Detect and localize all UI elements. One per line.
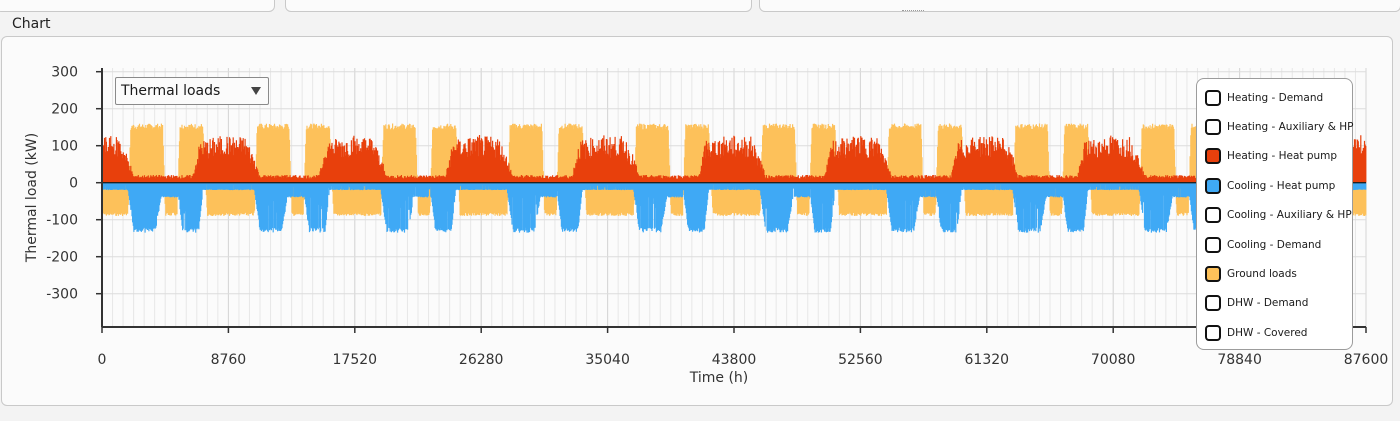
legend-label: Cooling - Demand	[1227, 238, 1322, 251]
x-tick-label: 61320	[965, 352, 1010, 368]
y-tick-label: 100	[51, 139, 78, 155]
x-tick-label: 8760	[211, 352, 247, 368]
splitter-grip[interactable]	[902, 10, 924, 15]
y-tick-label: -300	[46, 287, 78, 303]
legend-item-cooling-heat-pump[interactable]: Cooling - Heat pump	[1197, 171, 1352, 200]
y-tick-label: 200	[51, 102, 78, 118]
chevron-down-icon	[251, 87, 261, 95]
checkbox-icon[interactable]	[1205, 324, 1221, 341]
x-tick-label: 43800	[712, 352, 757, 368]
chart-type-dropdown[interactable]: Thermal loads	[115, 77, 269, 105]
checkbox-icon[interactable]	[1205, 148, 1221, 165]
y-tick-label: -100	[46, 213, 78, 229]
y-tick-label: -200	[46, 250, 78, 266]
x-tick-label: 35040	[585, 352, 630, 368]
legend-item-heating-demand[interactable]: Heating - Demand	[1197, 83, 1352, 112]
legend-label: Ground loads	[1227, 268, 1297, 281]
legend-label: DHW - Covered	[1227, 326, 1308, 339]
chart-type-dropdown-value: Thermal loads	[121, 83, 221, 99]
checkbox-icon[interactable]	[1205, 89, 1221, 106]
section-title: Chart	[12, 16, 51, 32]
legend-item-dhw-demand[interactable]: DHW - Demand	[1197, 289, 1352, 318]
legend-label: Cooling - Heat pump	[1227, 179, 1336, 192]
top-middle-panel	[285, 0, 752, 12]
y-tick-label: 0	[69, 176, 78, 192]
checkbox-icon[interactable]	[1205, 177, 1221, 194]
checkbox-icon[interactable]	[1205, 207, 1221, 224]
checkbox-icon[interactable]	[1205, 266, 1221, 283]
top-right-panel	[759, 0, 1400, 12]
legend-item-cooling-demand[interactable]: Cooling - Demand	[1197, 230, 1352, 259]
x-tick-label: 52560	[838, 352, 883, 368]
x-tick-label: 70080	[1091, 352, 1136, 368]
x-tick-label: 78840	[1217, 352, 1262, 368]
checkbox-icon[interactable]	[1205, 295, 1221, 312]
x-tick-label: 26280	[459, 352, 504, 368]
legend-item-heating-heat-pump[interactable]: Heating - Heat pump	[1197, 142, 1352, 171]
y-tick-label: 300	[51, 65, 78, 81]
checkbox-icon[interactable]	[1205, 119, 1221, 136]
legend-label: Heating - Auxiliary & HP	[1227, 121, 1354, 134]
legend-item-ground-loads[interactable]: Ground loads	[1197, 259, 1352, 288]
legend-item-heating-auxiliary-hp[interactable]: Heating - Auxiliary & HP	[1197, 112, 1354, 141]
legend-label: Cooling - Auxiliary & HP	[1227, 209, 1352, 222]
legend-label: DHW - Demand	[1227, 297, 1309, 310]
legend-label: Heating - Demand	[1227, 91, 1324, 104]
x-axis-label: Time (h)	[689, 370, 749, 386]
y-axis-label: Thermal load (kW)	[24, 133, 40, 263]
checkbox-icon[interactable]	[1205, 236, 1221, 253]
legend-item-dhw-covered[interactable]: DHW - Covered	[1197, 318, 1352, 347]
legend-item-cooling-auxiliary-hp[interactable]: Cooling - Auxiliary & HP	[1197, 201, 1352, 230]
x-tick-label: 0	[98, 352, 107, 368]
legend-panel: Heating - Demand Heating - Auxiliary & H…	[1196, 78, 1353, 350]
x-tick-label: 87600	[1344, 352, 1389, 368]
legend-label: Heating - Heat pump	[1227, 150, 1338, 163]
top-left-panel	[0, 0, 275, 12]
x-tick-label: 17520	[333, 352, 378, 368]
